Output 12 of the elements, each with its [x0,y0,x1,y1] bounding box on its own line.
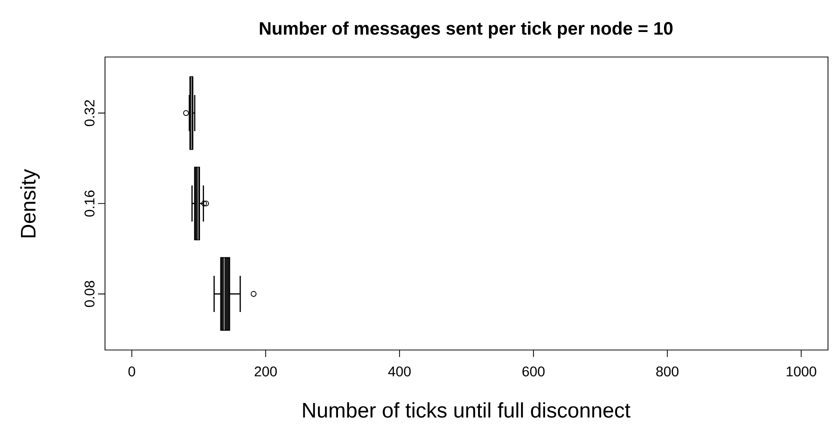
chart-title: Number of messages sent per tick per node = 10 [260,22,673,38]
x-axis-title: Number of ticks until full disconnect [303,402,630,418]
x-tick-label: 200 [254,366,277,376]
y-tick-label: 0.08 [84,280,94,307]
y-tick-label: 0.32 [84,100,94,126]
x-tick-label: 1000 [786,366,816,376]
x-tick-label: 0 [128,366,136,376]
x-tick-label: 800 [656,366,678,376]
x-tick-label: 400 [388,366,411,376]
y-tick-label: 0.16 [84,190,94,217]
x-tick-label: 600 [522,366,545,376]
y-axis-title: Density [20,169,40,238]
